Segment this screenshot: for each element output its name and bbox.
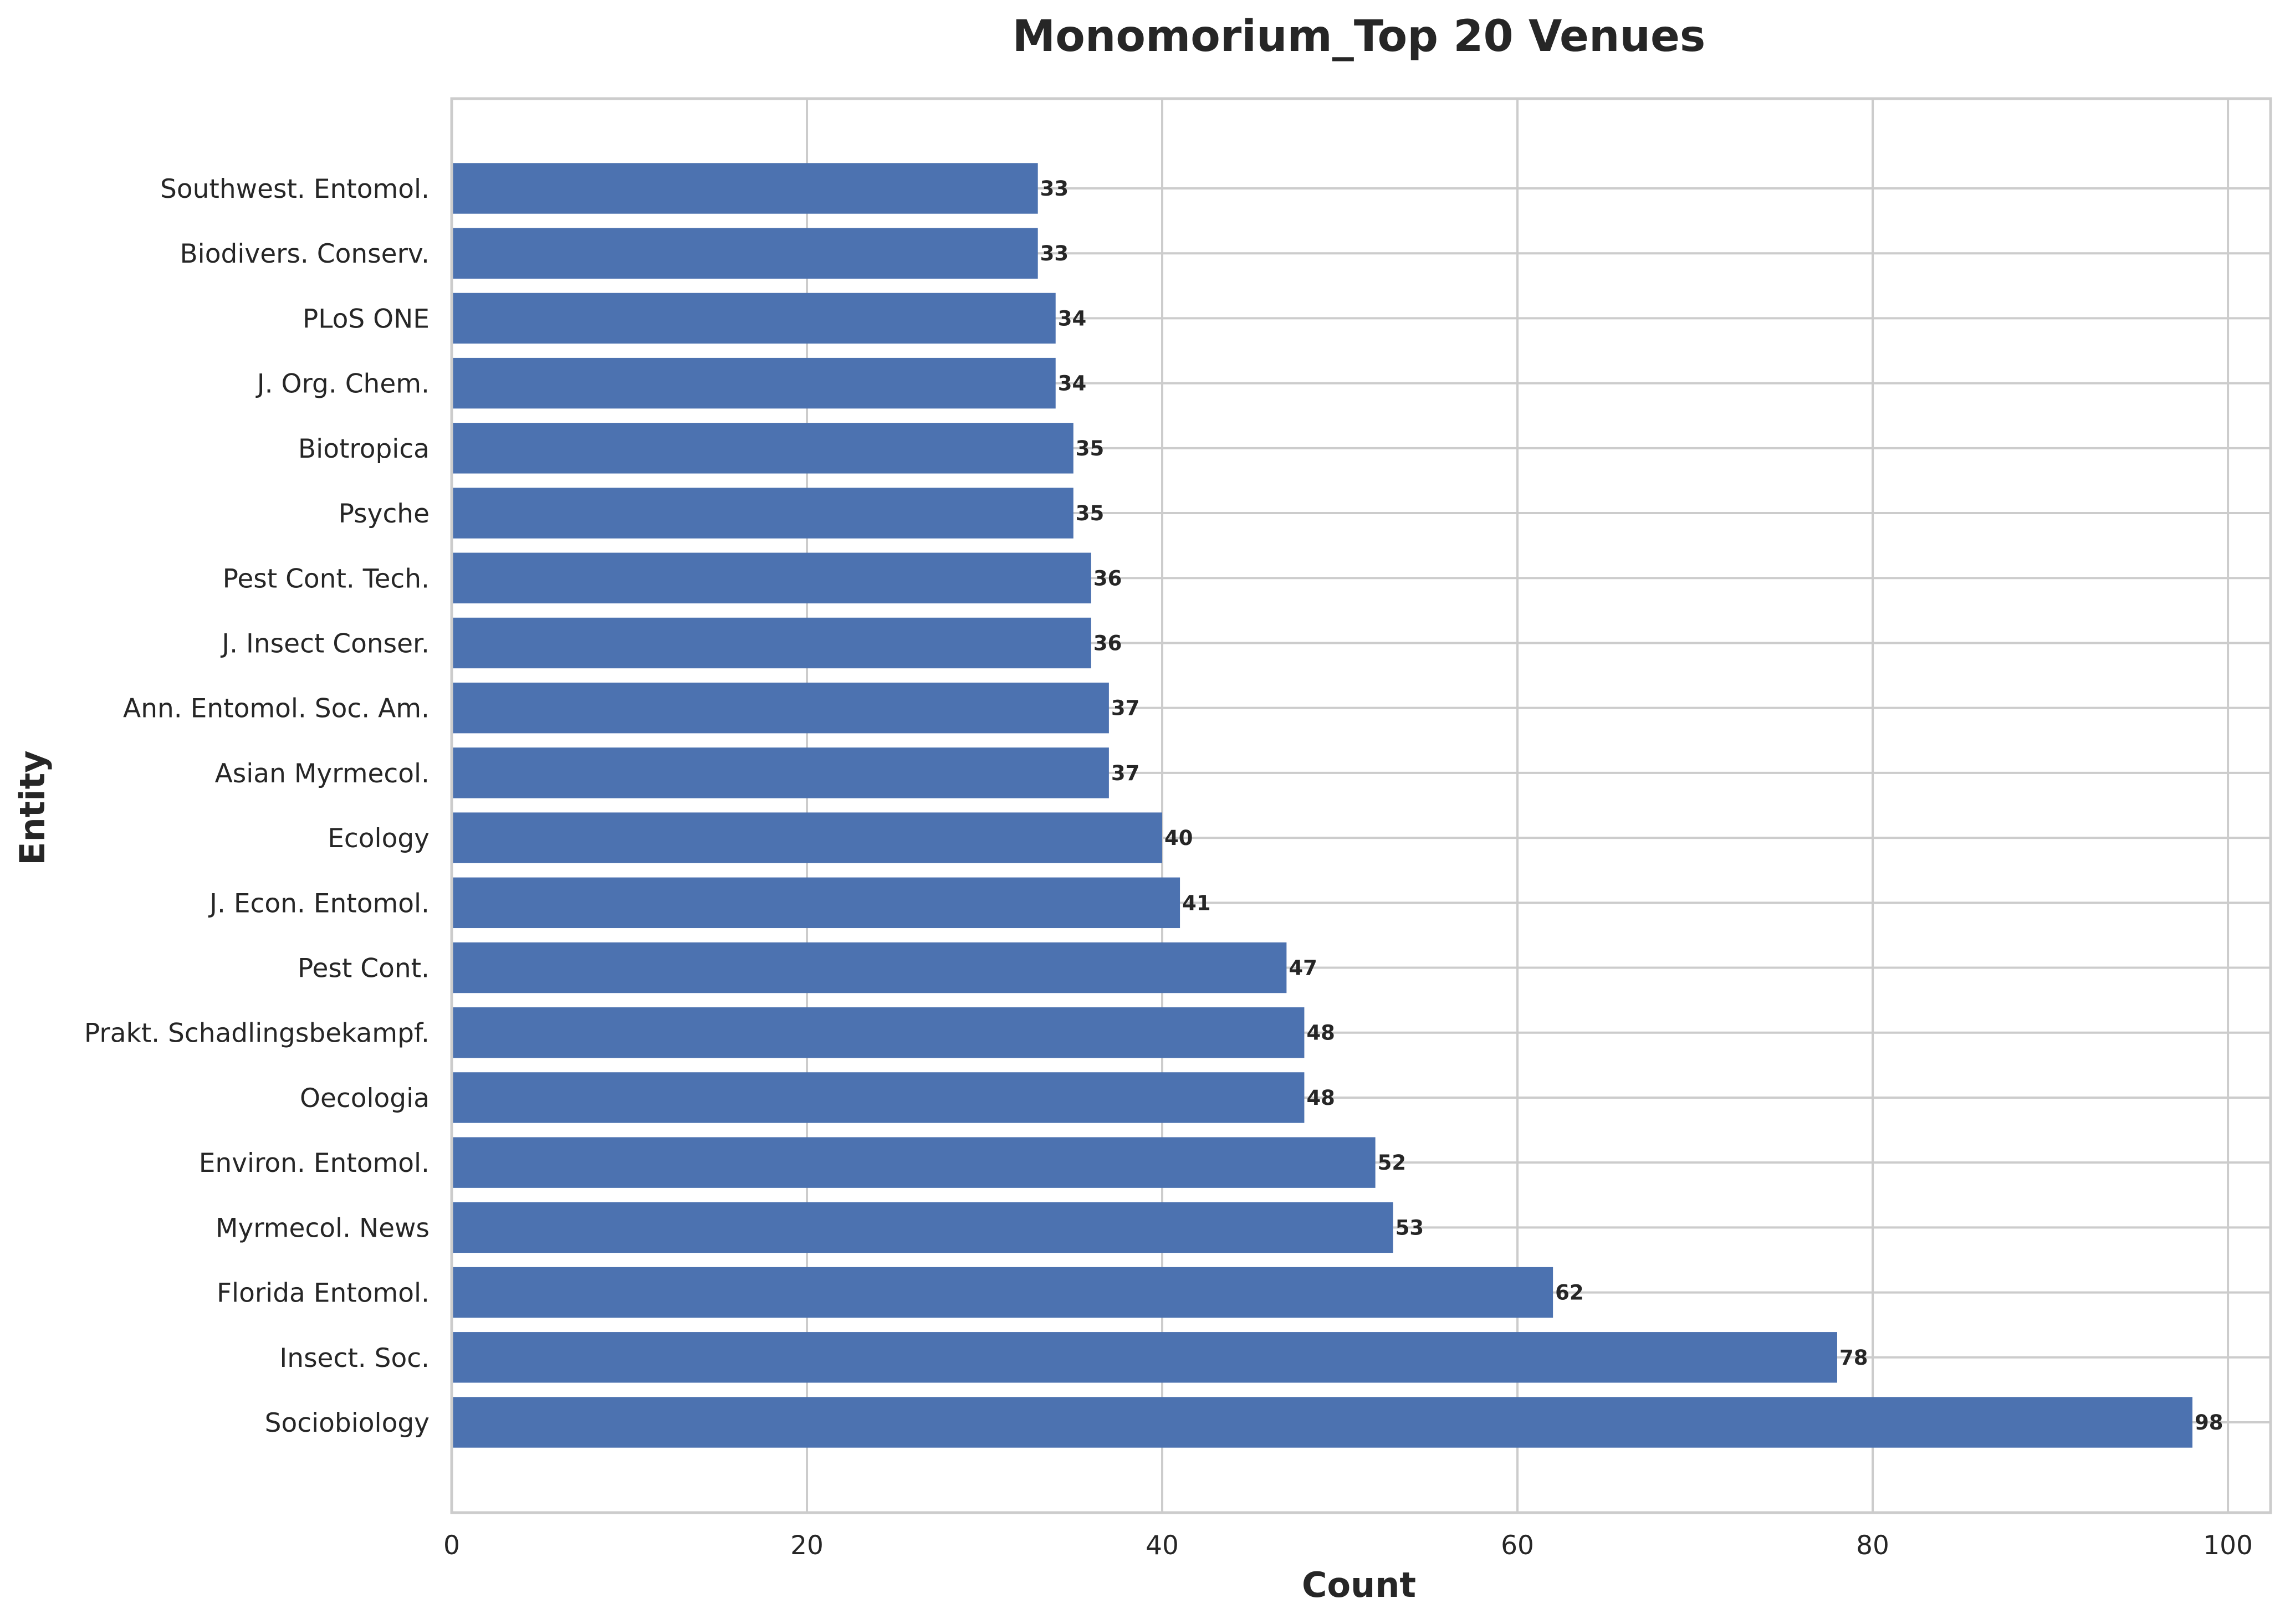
bar-value-label: 36 xyxy=(1093,631,1122,655)
bar-value-label: 35 xyxy=(1076,437,1105,460)
bar-value-label: 41 xyxy=(1182,891,1211,915)
bar xyxy=(452,163,1038,214)
y-tick-label: Environ. Entomol. xyxy=(199,1148,430,1179)
y-tick-label: J. Insect Conser. xyxy=(220,628,430,659)
bar-value-label: 52 xyxy=(1378,1151,1407,1175)
x-tick-label: 40 xyxy=(1146,1530,1179,1561)
bar xyxy=(452,1137,1376,1188)
y-tick-label: Prakt. Schadlingsbekampf. xyxy=(84,1018,430,1049)
bar xyxy=(452,747,1109,798)
y-tick-label: J. Econ. Entomol. xyxy=(208,888,430,919)
y-tick-label: Florida Entomol. xyxy=(217,1278,430,1309)
bar-value-label: 36 xyxy=(1093,566,1122,590)
y-tick-label: Pest Cont. Tech. xyxy=(223,563,430,594)
bar xyxy=(452,293,1056,344)
bar-value-label: 37 xyxy=(1111,696,1140,720)
x-tick-label: 0 xyxy=(443,1530,460,1561)
bar xyxy=(452,1332,1837,1383)
bar xyxy=(452,423,1074,474)
bar-value-label: 47 xyxy=(1289,956,1317,980)
y-tick-label: Biotropica xyxy=(298,434,430,464)
bar-value-label: 33 xyxy=(1040,242,1069,265)
bar xyxy=(452,1072,1305,1123)
y-tick-label: Psyche xyxy=(339,499,430,529)
y-tick-labels: Sociobiology Insect. Soc. Florida Entomol.… xyxy=(84,174,430,1438)
bar-value-label: 33 xyxy=(1040,177,1069,201)
x-axis-label: Count xyxy=(1302,1565,1416,1605)
bar xyxy=(452,682,1109,734)
bar xyxy=(452,812,1163,863)
bar xyxy=(452,942,1287,993)
x-tick-label: 100 xyxy=(2203,1530,2253,1561)
bar xyxy=(452,877,1180,929)
bar xyxy=(452,1397,2192,1448)
bar xyxy=(452,228,1038,279)
bar-value-label: 35 xyxy=(1076,501,1105,525)
plot-frame xyxy=(450,97,2272,1514)
bar xyxy=(452,552,1091,603)
bars xyxy=(452,163,2192,1448)
bar-value-label: 53 xyxy=(1395,1216,1424,1239)
y-tick-label: Myrmecol. News xyxy=(216,1213,430,1243)
bar-value-label: 40 xyxy=(1164,826,1193,850)
bar xyxy=(452,1202,1393,1253)
y-tick-label: Biodivers. Conserv. xyxy=(180,239,430,269)
y-tick-label: Pest Cont. xyxy=(298,954,430,984)
bar-value-label: 34 xyxy=(1058,372,1087,396)
y-tick-label: Sociobiology xyxy=(265,1408,430,1438)
bar xyxy=(452,357,1056,409)
bar-value-label: 62 xyxy=(1555,1281,1584,1305)
bar xyxy=(452,488,1074,539)
value-labels: 98 78 62 53 52 48 48 47 41 40 37 37 36 36 35 35 34 34 33 33 xyxy=(1040,177,2223,1435)
y-tick-label: Ecology xyxy=(328,823,430,854)
bar-value-label: 48 xyxy=(1306,1021,1335,1045)
x-tick-label: 60 xyxy=(1501,1530,1534,1561)
y-tick-label: Asian Myrmecol. xyxy=(215,759,430,789)
y-tick-label: Oecologia xyxy=(300,1083,430,1114)
y-tick-label: PLoS ONE xyxy=(303,304,430,334)
x-tick-label: 80 xyxy=(1856,1530,1889,1561)
bar xyxy=(452,1267,1553,1318)
y-axis-label: Entity xyxy=(12,750,53,865)
bar xyxy=(452,617,1091,669)
bar-value-label: 48 xyxy=(1306,1086,1335,1110)
y-tick-label: J. Org. Chem. xyxy=(255,369,430,399)
bar-value-label: 98 xyxy=(2195,1411,2223,1435)
chart-title: Monomorium_Top 20 Venues xyxy=(1013,12,1706,62)
x-tick-label: 20 xyxy=(790,1530,824,1561)
bar-value-label: 78 xyxy=(1839,1346,1868,1370)
x-tick-labels: 0 20 40 60 80 100 xyxy=(443,1530,2253,1561)
bar xyxy=(452,1007,1305,1058)
y-tick-label: Southwest. Entomol. xyxy=(160,174,430,204)
bar-value-label: 34 xyxy=(1058,306,1087,330)
bar-value-label: 37 xyxy=(1111,761,1140,785)
y-tick-label: Insect. Soc. xyxy=(279,1343,430,1374)
y-tick-label: Ann. Entomol. Soc. Am. xyxy=(123,694,430,724)
